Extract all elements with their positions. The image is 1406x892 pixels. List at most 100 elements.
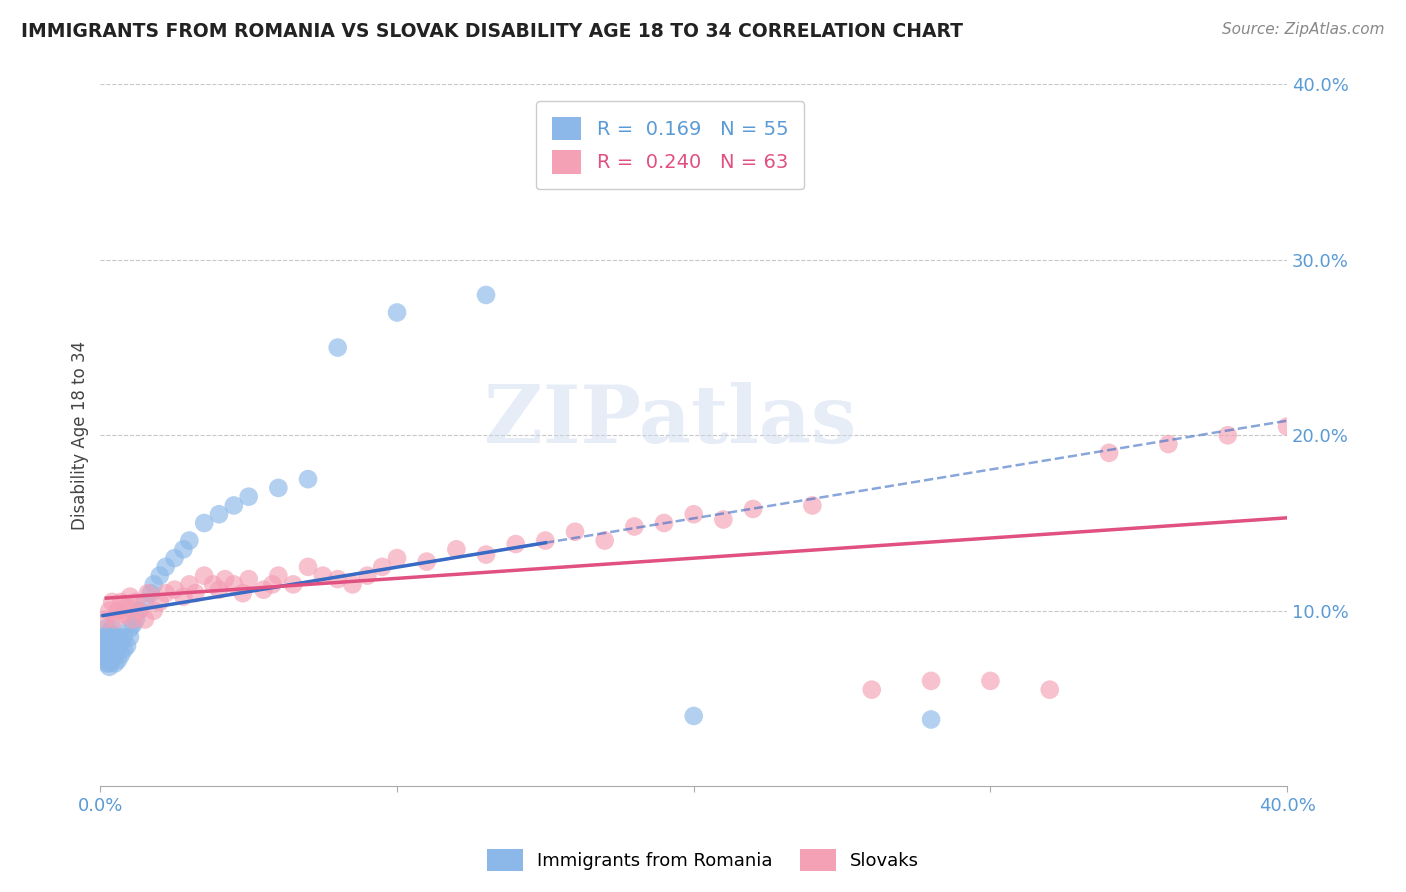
Point <box>115 639 138 653</box>
Point <box>711 512 734 526</box>
Point <box>202 577 225 591</box>
Point <box>98 639 121 653</box>
Point <box>91 635 114 649</box>
Point <box>112 630 135 644</box>
Point <box>193 516 215 530</box>
Point <box>118 590 141 604</box>
Point <box>122 617 145 632</box>
Point <box>104 612 127 626</box>
Point <box>593 533 616 548</box>
Point <box>1365 200 1388 214</box>
Point <box>98 604 121 618</box>
Point <box>371 559 394 574</box>
Point <box>149 595 172 609</box>
Point <box>96 621 118 635</box>
Point <box>134 595 156 609</box>
Point <box>193 568 215 582</box>
Point <box>860 682 883 697</box>
Point <box>222 499 245 513</box>
Point <box>623 519 645 533</box>
Point <box>297 559 319 574</box>
Point <box>107 653 129 667</box>
Point <box>122 612 145 626</box>
Point <box>112 642 135 657</box>
Point <box>104 657 127 671</box>
Point <box>155 559 177 574</box>
Point <box>312 568 335 582</box>
Point <box>232 586 254 600</box>
Point <box>96 639 118 653</box>
Point <box>1098 446 1121 460</box>
Point <box>172 590 194 604</box>
Point <box>118 630 141 644</box>
Point <box>96 612 118 626</box>
Point <box>91 630 114 644</box>
Point <box>155 586 177 600</box>
Point <box>163 582 186 597</box>
Text: IMMIGRANTS FROM ROMANIA VS SLOVAK DISABILITY AGE 18 TO 34 CORRELATION CHART: IMMIGRANTS FROM ROMANIA VS SLOVAK DISABI… <box>21 22 963 41</box>
Point <box>326 572 349 586</box>
Point <box>110 595 132 609</box>
Point <box>110 648 132 662</box>
Text: ZIPatlas: ZIPatlas <box>484 383 856 460</box>
Point <box>134 612 156 626</box>
Point <box>142 577 165 591</box>
Point <box>112 607 135 622</box>
Point <box>652 516 675 530</box>
Point <box>267 568 290 582</box>
Point <box>104 639 127 653</box>
Point <box>96 630 118 644</box>
Point <box>385 551 408 566</box>
Point <box>96 648 118 662</box>
Point <box>1039 682 1062 697</box>
Legend: Immigrants from Romania, Slovaks: Immigrants from Romania, Slovaks <box>479 842 927 879</box>
Point <box>104 630 127 644</box>
Point <box>98 648 121 662</box>
Point <box>91 648 114 662</box>
Point <box>107 642 129 657</box>
Point <box>222 577 245 591</box>
Point <box>107 630 129 644</box>
Point <box>172 542 194 557</box>
Point <box>96 653 118 667</box>
Point <box>139 586 162 600</box>
Point <box>142 604 165 618</box>
Point <box>101 635 124 649</box>
Point <box>682 709 704 723</box>
Point <box>208 582 231 597</box>
Point <box>149 568 172 582</box>
Point <box>505 537 527 551</box>
Point <box>1306 709 1329 723</box>
Point <box>179 577 201 591</box>
Point <box>98 624 121 639</box>
Point <box>682 507 704 521</box>
Point <box>118 621 141 635</box>
Point <box>342 577 364 591</box>
Point <box>1216 428 1239 442</box>
Point <box>110 635 132 649</box>
Point <box>283 577 305 591</box>
Point <box>96 657 118 671</box>
Point <box>742 502 765 516</box>
Point <box>1336 713 1358 727</box>
Point <box>262 577 284 591</box>
Point <box>564 524 586 539</box>
Point <box>475 548 498 562</box>
Point <box>101 642 124 657</box>
Point <box>801 499 824 513</box>
Point <box>163 551 186 566</box>
Point <box>415 555 437 569</box>
Point <box>128 604 150 618</box>
Point <box>128 604 150 618</box>
Point <box>136 586 159 600</box>
Point <box>238 490 260 504</box>
Point <box>101 621 124 635</box>
Point <box>179 533 201 548</box>
Point <box>115 600 138 615</box>
Point <box>446 542 468 557</box>
Point <box>1275 419 1298 434</box>
Point <box>297 472 319 486</box>
Text: Source: ZipAtlas.com: Source: ZipAtlas.com <box>1222 22 1385 37</box>
Point <box>326 341 349 355</box>
Point <box>920 673 942 688</box>
